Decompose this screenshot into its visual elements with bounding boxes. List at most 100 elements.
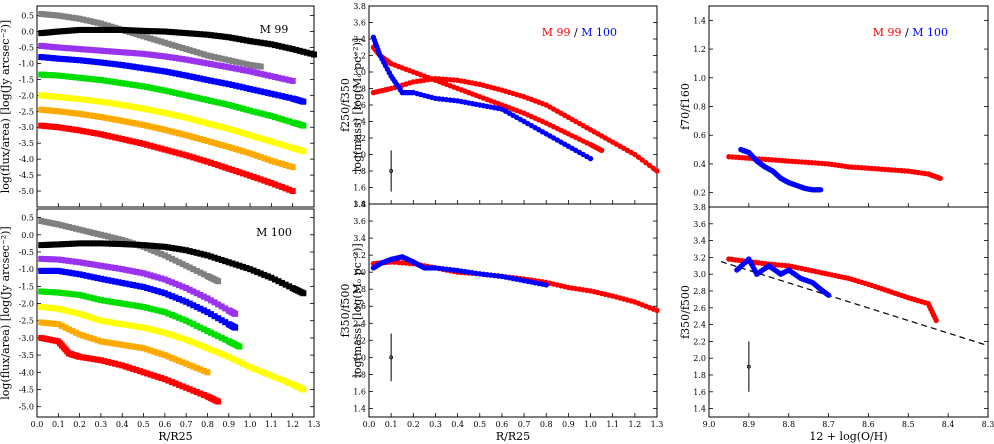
- data-point: [73, 240, 80, 247]
- data-point: [108, 340, 115, 347]
- data-point: [105, 132, 112, 139]
- data-point: [197, 118, 204, 125]
- data-point: [147, 66, 154, 73]
- data-point: [73, 45, 80, 52]
- data-point: [190, 30, 197, 37]
- data-point: [250, 69, 257, 76]
- data-point: [151, 306, 158, 313]
- data-point: [243, 106, 250, 113]
- data-point: [83, 260, 90, 267]
- data-point: [126, 364, 133, 371]
- data-point: [236, 169, 243, 176]
- data-point: [172, 149, 179, 156]
- data-point: [639, 157, 645, 163]
- data-point: [105, 22, 112, 29]
- y-tick-label: -1.0: [19, 265, 34, 274]
- data-point: [236, 104, 243, 111]
- data-point: [119, 101, 126, 108]
- data-series-7: [38, 334, 222, 405]
- data-point: [179, 316, 186, 323]
- data-point: [211, 78, 218, 85]
- data-point: [289, 188, 296, 195]
- y-tick-label: 0.0: [21, 28, 34, 37]
- data-series-2: [38, 42, 296, 84]
- data-point: [165, 277, 172, 284]
- data-point: [211, 61, 218, 68]
- data-point: [65, 326, 72, 333]
- y-tick-label: 2.6: [693, 304, 706, 313]
- data-point: [108, 319, 115, 326]
- data-point: [204, 328, 211, 335]
- data-point: [236, 358, 243, 365]
- data-point: [247, 107, 254, 114]
- data-point: [239, 105, 246, 112]
- data-point: [193, 135, 200, 142]
- data-point: [654, 307, 660, 314]
- data-point: [154, 307, 161, 314]
- data-point: [161, 243, 168, 250]
- data-point: [129, 63, 136, 70]
- data-point: [215, 99, 222, 106]
- data-point: [225, 165, 232, 172]
- data-point: [101, 77, 108, 84]
- data-point: [76, 46, 83, 53]
- data-point: [129, 365, 136, 372]
- data-point: [101, 263, 108, 270]
- data-point: [73, 74, 80, 81]
- data-point: [80, 227, 87, 234]
- data-point: [279, 279, 286, 286]
- data-point: [225, 64, 232, 71]
- data-point: [62, 223, 69, 230]
- data-point: [108, 264, 115, 271]
- data-point: [933, 317, 939, 324]
- data-point: [62, 241, 69, 248]
- data-point: [161, 39, 168, 46]
- data-point: [126, 241, 133, 248]
- data-point: [186, 47, 193, 54]
- data-point: [80, 292, 87, 299]
- data-point: [144, 285, 151, 292]
- x-tick-label: 1.0: [584, 420, 597, 429]
- data-point: [87, 229, 94, 236]
- data-point: [112, 79, 119, 86]
- data-point: [179, 29, 186, 36]
- data-point: [261, 111, 268, 118]
- data-point: [179, 261, 186, 268]
- data-point: [122, 321, 129, 328]
- data-point: [254, 367, 261, 374]
- data-point: [136, 269, 143, 276]
- data-point: [69, 258, 76, 265]
- data-point: [62, 73, 69, 80]
- data-point: [73, 126, 80, 133]
- data-point: [83, 228, 90, 235]
- y-tick-label: -1.5: [19, 282, 34, 291]
- data-point: [208, 297, 215, 304]
- data-point: [119, 117, 126, 124]
- data-point: [243, 61, 250, 68]
- data-point: [211, 254, 218, 261]
- data-point: [247, 172, 254, 179]
- data-point: [154, 108, 161, 115]
- data-point: [275, 92, 282, 99]
- data-point: [133, 82, 140, 89]
- data-point: [58, 72, 65, 79]
- data-point: [133, 120, 140, 127]
- data-point: [140, 105, 147, 112]
- data-point: [83, 354, 90, 361]
- data-point: [264, 112, 271, 119]
- data-point: [236, 59, 243, 66]
- data-point: [232, 103, 239, 110]
- data-point: [101, 338, 108, 345]
- data-point: [105, 48, 112, 55]
- data-point: [229, 166, 236, 173]
- legend-entry: /: [902, 26, 913, 39]
- data-point: [94, 296, 101, 303]
- data-point: [218, 62, 225, 69]
- y-tick-label: -2.0: [19, 91, 34, 100]
- data-point: [108, 26, 115, 33]
- chart-panel-p3: 3.8 3.6 3.4 3.2 3.0 2.8 2.6 2.4 2.2 2.0 1.8 1.6 1.4 f…: [339, 2, 660, 209]
- data-point: [161, 126, 168, 133]
- data-series-3: [38, 267, 239, 331]
- y-tick-label: 3.6: [353, 19, 366, 28]
- data-point: [90, 47, 97, 54]
